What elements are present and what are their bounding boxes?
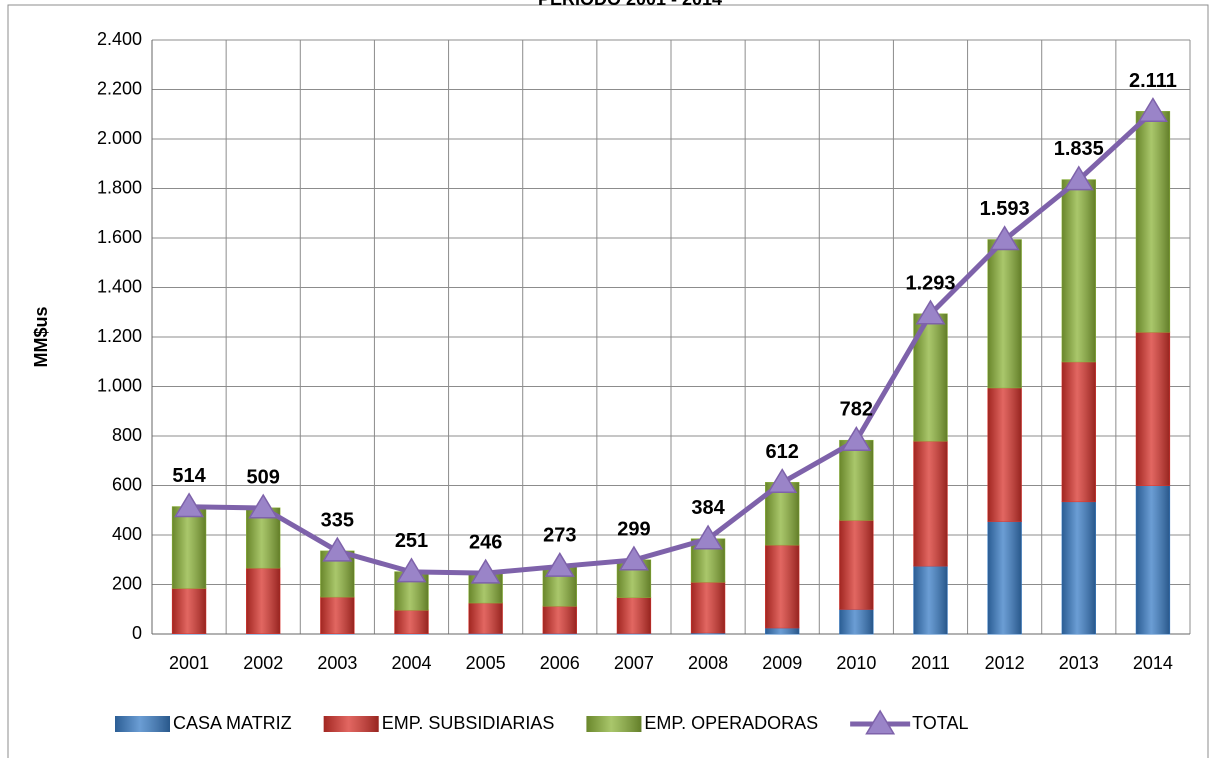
- data-label: 299: [617, 518, 650, 540]
- bar-shine: [543, 606, 577, 634]
- data-label: 1.593: [980, 198, 1030, 220]
- x-tick-label: 2011: [911, 653, 950, 673]
- line-marker: [174, 492, 205, 518]
- x-tick-label: 2003: [317, 653, 357, 673]
- bar-shine: [172, 588, 206, 634]
- y-tick-label: 2.000: [97, 128, 142, 148]
- x-tick-label: 2004: [391, 653, 431, 673]
- y-axis-label: MM$us: [31, 306, 51, 367]
- line-marker: [1137, 97, 1168, 123]
- line-marker: [841, 425, 872, 451]
- x-tick-label: 2014: [1133, 653, 1173, 673]
- data-label: 335: [321, 509, 354, 531]
- bar-shine: [1062, 501, 1096, 634]
- data-label: 2.111: [1129, 70, 1177, 92]
- line-marker: [322, 536, 353, 562]
- bar-shine: [839, 440, 874, 521]
- legend-label: EMP. OPERADORAS: [644, 713, 818, 733]
- legend-marker: [865, 709, 896, 735]
- bar-shine: [987, 239, 1022, 388]
- y-tick-label: 2.200: [97, 78, 142, 98]
- data-label: 509: [247, 466, 280, 488]
- y-tick-label: 1.800: [97, 177, 142, 197]
- bar-shine: [913, 440, 948, 566]
- data-label: 273: [543, 525, 576, 547]
- bar-shine: [617, 597, 651, 634]
- line-marker: [470, 558, 501, 584]
- x-tick-label: 2009: [762, 653, 802, 673]
- line-marker: [915, 299, 946, 325]
- x-tick-label: 2013: [1059, 653, 1099, 673]
- x-tick-label: 2001: [169, 653, 209, 673]
- x-tick-label: 2008: [688, 653, 728, 673]
- y-tick-label: 1.600: [97, 227, 142, 247]
- x-tick-label: 2010: [836, 653, 876, 673]
- line-marker: [767, 468, 798, 494]
- y-tick-label: 2.400: [97, 29, 142, 49]
- bar-shine: [839, 520, 874, 610]
- y-tick-label: 600: [112, 474, 142, 494]
- y-tick-label: 0: [132, 623, 142, 643]
- bar-shine: [691, 632, 725, 634]
- line-marker: [1063, 165, 1094, 191]
- x-tick-label: 2002: [243, 653, 283, 673]
- bar-shine: [839, 609, 874, 634]
- line-marker: [693, 524, 724, 550]
- bar-shine: [1136, 332, 1170, 486]
- y-tick-label: 1.200: [97, 326, 142, 346]
- y-tick-label: 1.000: [97, 375, 142, 395]
- bar-shine: [987, 387, 1022, 522]
- bar-shine: [1136, 485, 1170, 634]
- bar-shine: [172, 506, 206, 589]
- bar-shine: [320, 596, 355, 634]
- legend-shine: [115, 716, 170, 732]
- bar-shine: [246, 567, 280, 634]
- data-label: 514: [172, 465, 206, 487]
- line-marker: [618, 545, 649, 571]
- line-marker: [396, 557, 427, 583]
- bar-shine: [1136, 111, 1170, 333]
- line: [189, 109, 1155, 576]
- bar-shine: [1062, 361, 1096, 502]
- line-marker: [544, 551, 575, 577]
- data-label: 1.835: [1054, 138, 1104, 160]
- legend-label: CASA MATRIZ: [173, 713, 292, 733]
- x-tick-label: 2005: [466, 653, 506, 673]
- bar-shine: [394, 609, 429, 634]
- x-tick-label: 2006: [540, 653, 580, 673]
- legend-shine: [586, 716, 642, 732]
- x-tick-label: 2012: [985, 653, 1025, 673]
- data-label: 1.293: [905, 272, 955, 294]
- data-label: 251: [395, 530, 428, 552]
- bar-shine: [468, 602, 503, 634]
- data-label: 384: [691, 497, 725, 519]
- chart-title: PERIODO 2001 - 2014: [538, 0, 722, 9]
- bar-shine: [765, 627, 799, 634]
- legend-label: EMP. SUBSIDIARIAS: [382, 713, 555, 733]
- x-tick-label: 2007: [614, 653, 654, 673]
- y-tick-label: 800: [112, 425, 142, 445]
- data-label: 782: [840, 399, 873, 421]
- y-tick-label: 1.400: [97, 276, 142, 296]
- bar-shine: [987, 521, 1022, 634]
- legend-shine: [323, 716, 379, 732]
- chart-border: [7, 4, 1209, 758]
- y-tick-label: 400: [112, 524, 142, 544]
- bar-shine: [913, 565, 948, 634]
- bar-shine: [1062, 179, 1096, 362]
- data-label: 246: [469, 531, 502, 553]
- line-marker: [989, 225, 1020, 251]
- y-tick-label: 200: [112, 573, 142, 593]
- bar-shine: [691, 582, 725, 633]
- data-label: 612: [766, 441, 799, 463]
- legend-label: TOTAL: [912, 713, 968, 733]
- line-marker: [248, 493, 279, 519]
- bar-shine: [765, 544, 799, 628]
